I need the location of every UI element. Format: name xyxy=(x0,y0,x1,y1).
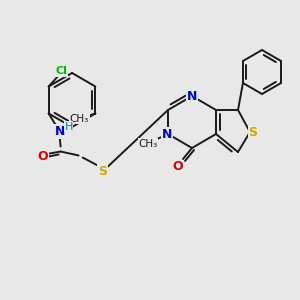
Text: N: N xyxy=(162,128,172,140)
Text: CH₃: CH₃ xyxy=(138,139,158,149)
Text: S: S xyxy=(98,165,107,178)
Text: CH₃: CH₃ xyxy=(70,113,89,124)
Text: O: O xyxy=(173,160,183,173)
Text: O: O xyxy=(37,150,48,163)
Text: N: N xyxy=(54,125,65,138)
Text: S: S xyxy=(248,125,257,139)
Text: N: N xyxy=(187,89,197,103)
Text: Cl: Cl xyxy=(56,67,68,76)
Text: H: H xyxy=(64,122,73,131)
